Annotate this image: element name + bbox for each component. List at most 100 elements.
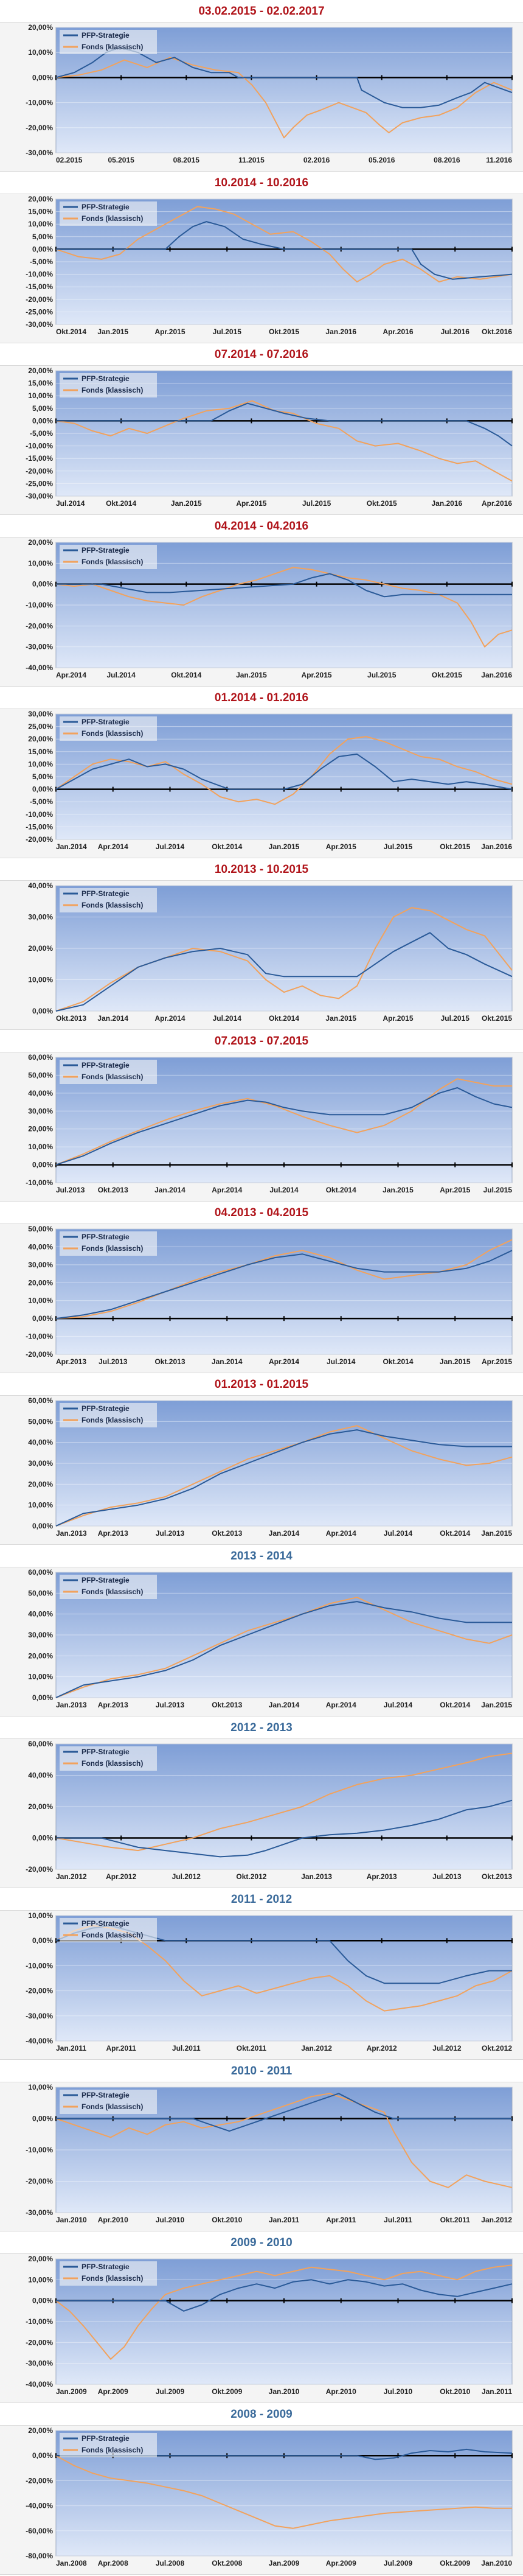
y-tick-label: 30,00% (28, 1107, 53, 1115)
y-tick-label: 10,00% (28, 1143, 53, 1151)
chart-area: 10,00% 0,00% -10,00% -20,00% -30,00% -40,00% J… (0, 1910, 523, 2060)
x-tick-label: Apr.2011 (106, 2044, 136, 2053)
legend-label-fund: Fonds (klassisch) (81, 2274, 143, 2283)
x-tick-label: Jul.2014 (384, 1701, 413, 1709)
y-tick-label: 10,00% (28, 1911, 53, 1920)
chart-area: 60,00% 50,00% 40,00% 30,00% 20,00% 10,00% 0,00… (0, 1395, 523, 1545)
chart-area: 30,00% 25,00% 20,00% 15,00% 10,00% 5,00% 0,00%… (0, 709, 523, 858)
series-line-strategy (55, 1250, 513, 1320)
chart-area: 10,00% 0,00% -10,00% -20,00% -30,00% Jan.2010… (0, 2082, 523, 2231)
legend-label-strategy: PFP-Strategie (81, 374, 130, 383)
x-tick-label: Okt.2012 (482, 2044, 512, 2053)
y-tick-label: 5,00% (32, 233, 53, 241)
line-chart: 60,00% 50,00% 40,00% 30,00% 20,00% 10,00% 0,00… (28, 1396, 513, 1538)
series-line-strategy (56, 573, 512, 598)
x-tick-label: Jan.2015 (236, 671, 267, 679)
series-line-fund (55, 2455, 512, 2529)
x-tick-label: Okt.2014 (106, 499, 136, 508)
x-tick-label: Apr.2015 (302, 671, 332, 679)
x-tick-label: Apr.2013 (98, 1529, 128, 1538)
y-tick-label: -30,00% (26, 149, 53, 157)
x-tick-label: Okt.2013 (98, 1186, 128, 1194)
y-tick-label: -20,00% (26, 835, 53, 844)
legend: PFP-Strategie Fonds (klassisch) (60, 1403, 157, 1427)
x-tick-label: Okt.2014 (171, 671, 201, 679)
legend: PFP-Strategie Fonds (klassisch) (60, 1231, 157, 1256)
chart-panel: 2008 - 2009 20,00% 0,00% -20,00% -40,00% -60,… (0, 2404, 523, 2576)
chart-panel: 2009 - 2010 20,00% 10,00% 0,00% -10,00% -20,0… (0, 2233, 523, 2404)
y-tick-label: 0,00% (32, 1007, 53, 1015)
legend-box (60, 201, 157, 226)
y-tick-label: 10,00% (28, 391, 53, 400)
y-tick-label: 20,00% (28, 1125, 53, 1133)
series-line-fund (55, 1752, 513, 1852)
line-chart: 50,00% 40,00% 30,00% 20,00% 10,00% 0,00% -10,0… (26, 1225, 513, 1366)
y-tick-label: 20,00% (28, 1278, 53, 1287)
y-tick-label: 5,00% (32, 772, 53, 781)
x-tick-label: Jan.2011 (56, 2044, 86, 2053)
legend-label-strategy: PFP-Strategie (81, 203, 130, 211)
x-tick-label: 11.2015 (238, 156, 265, 164)
legend-box (60, 716, 157, 741)
series-line-fund (55, 736, 513, 805)
y-tick-label: -10,00% (26, 601, 53, 609)
series-line-strategy (55, 753, 513, 790)
chart-title: 03.02.2015 - 02.02.2017 (198, 5, 325, 18)
x-tick-label: Jul.2008 (156, 2559, 185, 2567)
x-tick-label: Jan.2010 (481, 2559, 512, 2567)
legend: PFP-Strategie Fonds (klassisch) (60, 373, 157, 397)
y-tick-label: 40,00% (28, 1438, 53, 1447)
y-tick-label: -10,00% (26, 810, 53, 819)
legend-box (60, 373, 157, 397)
y-tick-label: -20,00% (26, 1987, 53, 1995)
y-tick-label: 0,00% (32, 416, 53, 425)
y-tick-label: -20,00% (26, 2338, 53, 2347)
y-tick-label: -30,00% (26, 2359, 53, 2368)
legend-label-fund: Fonds (klassisch) (81, 1073, 143, 1081)
x-tick-label: Okt.2009 (440, 2559, 470, 2567)
series-line-fund (55, 567, 513, 648)
legend: PFP-Strategie Fonds (klassisch) (60, 201, 157, 226)
y-tick-label: -10,00% (26, 442, 53, 450)
y-tick-label: 15,00% (28, 379, 53, 388)
line-chart: 60,00% 40,00% 20,00% 0,00% -20,00%Jan.2012 Ap… (26, 1740, 513, 1881)
legend: PFP-Strategie Fonds (klassisch) (60, 2090, 157, 2114)
y-tick-label: -30,00% (26, 2208, 53, 2217)
y-tick-label: 20,00% (28, 2255, 53, 2263)
series-line-strategy (55, 1601, 512, 1698)
y-tick-label: 15,00% (28, 747, 53, 756)
legend-box (60, 2261, 157, 2286)
legend-box (60, 1575, 157, 1599)
legend-box (60, 1918, 157, 1942)
x-tick-label: Jul.2014 (213, 1014, 242, 1023)
chart-title: 07.2014 - 07.2016 (214, 348, 309, 361)
y-tick-label: -20,00% (26, 124, 53, 132)
chart-panel: 07.2013 - 07.2015 60,00% 50,00% 40,00% 30,00… (0, 1031, 523, 1203)
y-tick-label: -20,00% (26, 2476, 53, 2485)
chart-area: 20,00% 10,00% 0,00% -10,00% -20,00% -30,00% -4… (0, 2253, 523, 2403)
chart-area: 60,00% 40,00% 20,00% 0,00% -20,00% Jan.2012 Ap… (0, 1738, 523, 1888)
legend-label-strategy: PFP-Strategie (81, 1919, 130, 1928)
x-tick-label: Jan.2012 (56, 1872, 87, 1881)
y-tick-label: 40,00% (28, 1771, 53, 1780)
legend-label-strategy: PFP-Strategie (81, 31, 130, 40)
y-tick-label: 10,00% (28, 2083, 53, 2091)
y-tick-label: 30,00% (28, 1459, 53, 1468)
x-tick-label: Okt.2009 (212, 2387, 242, 2396)
legend: PFP-Strategie Fonds (klassisch) (60, 1746, 157, 1771)
x-tick-label: Jan.2014 (56, 842, 87, 851)
chart-title: 2011 - 2012 (230, 1893, 293, 1906)
chart-title: 2008 - 2009 (230, 2408, 293, 2421)
x-tick-label: 05.2016 (369, 156, 395, 164)
chart-title: 04.2013 - 04.2015 (214, 1206, 309, 1219)
y-tick-label: -15,00% (26, 454, 53, 463)
series-line-strategy (56, 2279, 513, 2312)
y-tick-label: -10,00% (26, 1961, 53, 1970)
legend-label-strategy: PFP-Strategie (81, 1061, 130, 1069)
x-tick-label: Apr.2014 (56, 671, 86, 679)
x-tick-label: Jan.2014 (97, 1014, 128, 1023)
chart-panel: 2010 - 2011 10,00% 0,00% -10,00% -20,00% -30,… (0, 2061, 523, 2233)
y-tick-label: 40,00% (28, 1610, 53, 1619)
chart-area: 20,00% 0,00% -20,00% -40,00% -60,00% -80,00% J… (0, 2425, 523, 2575)
